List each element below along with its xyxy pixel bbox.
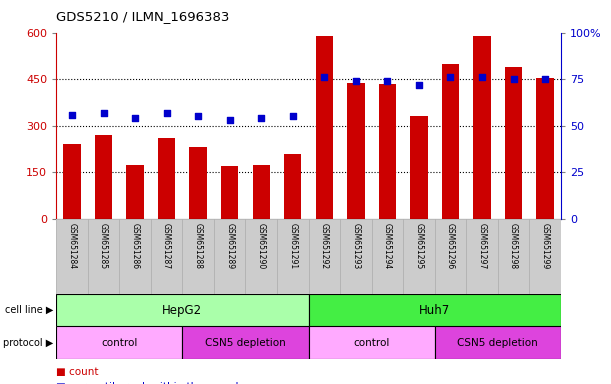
Text: ■ count: ■ count [56,367,99,377]
Bar [221,166,238,219]
Point [193,113,203,119]
Text: GSM651293: GSM651293 [351,223,360,269]
Point [477,74,487,80]
Point [509,76,519,82]
Bar [347,83,365,219]
Bar [126,165,144,219]
Bar [435,326,561,359]
Bar [466,219,498,294]
Bar [214,219,246,294]
Text: GSM651295: GSM651295 [414,223,423,269]
Text: Huh7: Huh7 [419,304,450,316]
Text: GSM651298: GSM651298 [509,223,518,269]
Point [540,76,550,82]
Bar [182,219,214,294]
Point [130,115,140,121]
Bar [505,67,522,219]
Text: ■ percentile rank within the sample: ■ percentile rank within the sample [56,382,245,384]
Bar [151,219,182,294]
Bar [56,219,88,294]
Bar [95,135,112,219]
Text: HepG2: HepG2 [163,304,202,316]
Text: control: control [101,338,137,348]
Bar [309,219,340,294]
Text: GSM651284: GSM651284 [67,223,76,269]
Point [98,110,108,116]
Point [414,82,424,88]
Text: GSM651290: GSM651290 [257,223,266,269]
Bar [246,219,277,294]
Bar [340,219,371,294]
Text: CSN5 depletion: CSN5 depletion [205,338,286,348]
Bar [284,154,301,219]
Bar [403,219,435,294]
Bar [442,64,459,219]
Point [382,78,392,84]
Bar [536,78,554,219]
Text: GSM651287: GSM651287 [162,223,171,269]
Point [288,113,298,119]
Bar [529,219,561,294]
Text: GSM651291: GSM651291 [288,223,298,269]
Point [225,117,235,123]
Text: control: control [353,338,390,348]
Point [162,110,172,116]
Bar [309,294,561,326]
Bar [474,36,491,219]
Bar [435,219,466,294]
Text: GSM651285: GSM651285 [99,223,108,269]
Point [445,74,455,80]
Bar [158,138,175,219]
Text: GSM651296: GSM651296 [446,223,455,269]
Text: GSM651286: GSM651286 [131,223,139,269]
Bar [56,294,309,326]
Bar [56,326,182,359]
Bar [410,116,428,219]
Point [257,115,266,121]
Text: GSM651292: GSM651292 [320,223,329,269]
Text: protocol ▶: protocol ▶ [3,338,53,348]
Text: GSM651297: GSM651297 [478,223,486,269]
Bar [119,219,151,294]
Point [320,74,329,80]
Text: GDS5210 / ILMN_1696383: GDS5210 / ILMN_1696383 [56,10,230,23]
Bar [309,326,435,359]
Bar [189,147,207,219]
Bar [498,219,529,294]
Point [67,111,77,118]
Bar [88,219,119,294]
Bar [182,326,309,359]
Bar [379,84,396,219]
Bar [277,219,309,294]
Bar [371,219,403,294]
Point [351,78,360,84]
Text: cell line ▶: cell line ▶ [5,305,53,315]
Text: GSM651294: GSM651294 [383,223,392,269]
Text: GSM651299: GSM651299 [541,223,550,269]
Bar [64,144,81,219]
Text: GSM651288: GSM651288 [194,223,203,269]
Bar [252,165,270,219]
Bar [316,36,333,219]
Text: CSN5 depletion: CSN5 depletion [458,338,538,348]
Text: GSM651289: GSM651289 [225,223,234,269]
